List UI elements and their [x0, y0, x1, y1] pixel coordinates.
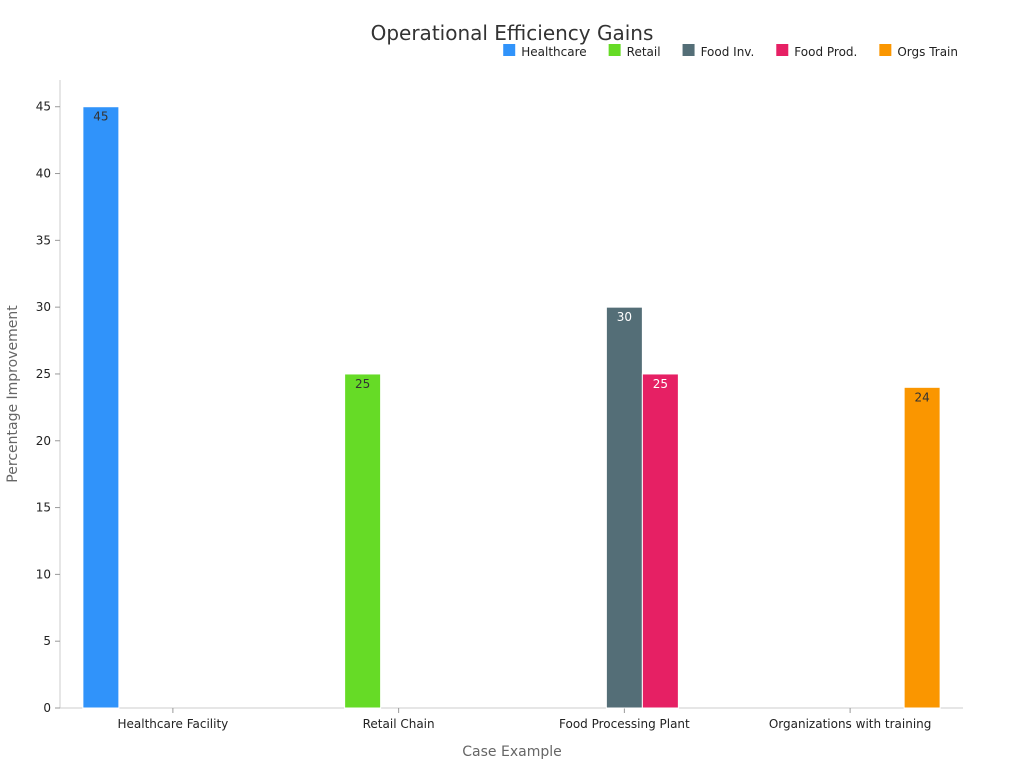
- y-tick-label: 0: [43, 701, 51, 715]
- x-tick-label: Retail Chain: [363, 717, 435, 731]
- x-axis: Healthcare Facility Retail Chain Food Proc…: [60, 707, 963, 731]
- y-tick-label: 40: [36, 167, 51, 181]
- bar-food-inv: [605, 306, 643, 709]
- legend-label: Retail: [627, 45, 661, 59]
- y-tick-label: 45: [36, 100, 51, 114]
- bar-value-label: 25: [355, 377, 370, 391]
- x-axis-title: Case Example: [462, 744, 561, 760]
- bar-value-label: 45: [93, 110, 108, 124]
- bar-healthcare: [82, 106, 120, 709]
- bars: [82, 106, 941, 709]
- legend-label: Food Inv.: [701, 45, 755, 59]
- chart-title: Operational Efficiency Gains: [371, 21, 654, 45]
- legend: Healthcare Retail Food Inv. Food Prod. Orgs …: [503, 44, 958, 59]
- y-axis: 0 5 10 15 20 25 30 35 40 45: [36, 80, 61, 715]
- x-tick-label: Healthcare Facility: [117, 717, 228, 731]
- legend-item: Food Inv.: [682, 44, 755, 59]
- legend-swatch: [503, 44, 516, 56]
- bar-orgs-train: [903, 386, 941, 709]
- bar-retail: [344, 373, 382, 709]
- legend-item: Healthcare: [503, 44, 587, 59]
- y-axis-title: Percentage Improvement: [5, 305, 21, 483]
- legend-swatch: [879, 44, 892, 56]
- legend-label: Food Prod.: [794, 45, 857, 59]
- y-tick-label: 10: [36, 567, 51, 581]
- legend-label: Healthcare: [521, 45, 586, 59]
- bar-value-label: 25: [653, 377, 668, 391]
- legend-item: Orgs Train: [879, 44, 958, 59]
- legend-label: Orgs Train: [897, 45, 958, 59]
- bar-value-label: 30: [617, 310, 632, 324]
- y-tick-label: 25: [36, 367, 51, 381]
- y-tick-label: 20: [36, 434, 51, 448]
- bar-value-label: 24: [914, 390, 929, 404]
- bar-labels: 45 25 30 25 24: [93, 110, 930, 405]
- x-tick-label: Organizations with training: [769, 717, 932, 731]
- legend-swatch: [608, 44, 621, 56]
- legend-swatch: [776, 44, 789, 56]
- y-tick-label: 30: [36, 300, 51, 314]
- y-tick-label: 35: [36, 233, 51, 247]
- y-tick-label: 5: [43, 634, 51, 648]
- x-tick-label: Food Processing Plant: [559, 717, 690, 731]
- bar-food-prod: [641, 373, 679, 709]
- legend-item: Food Prod.: [776, 44, 857, 59]
- y-tick-label: 15: [36, 501, 51, 515]
- legend-item: Retail: [608, 44, 661, 59]
- legend-swatch: [682, 44, 695, 56]
